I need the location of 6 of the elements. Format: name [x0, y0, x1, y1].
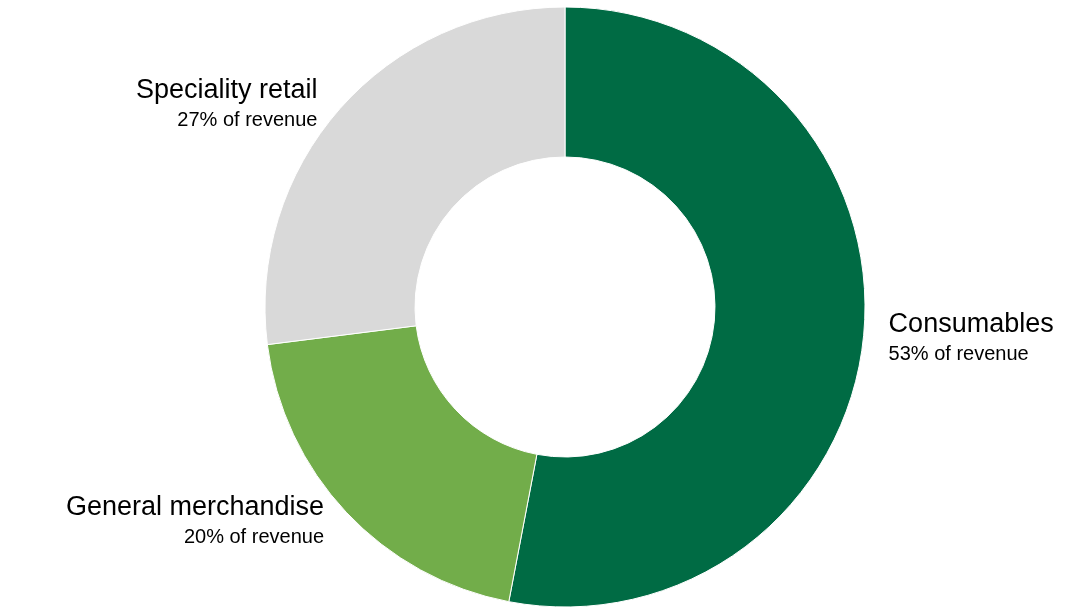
data-label: 53% of revenue	[888, 342, 1029, 365]
slice-label: Consumables	[888, 308, 1054, 339]
data-label: 20% of revenue	[183, 525, 325, 548]
slice-label: Speciality retail	[135, 73, 318, 104]
slice-label: General merchandise	[65, 491, 325, 522]
data-label: 27% of revenue	[177, 107, 318, 130]
